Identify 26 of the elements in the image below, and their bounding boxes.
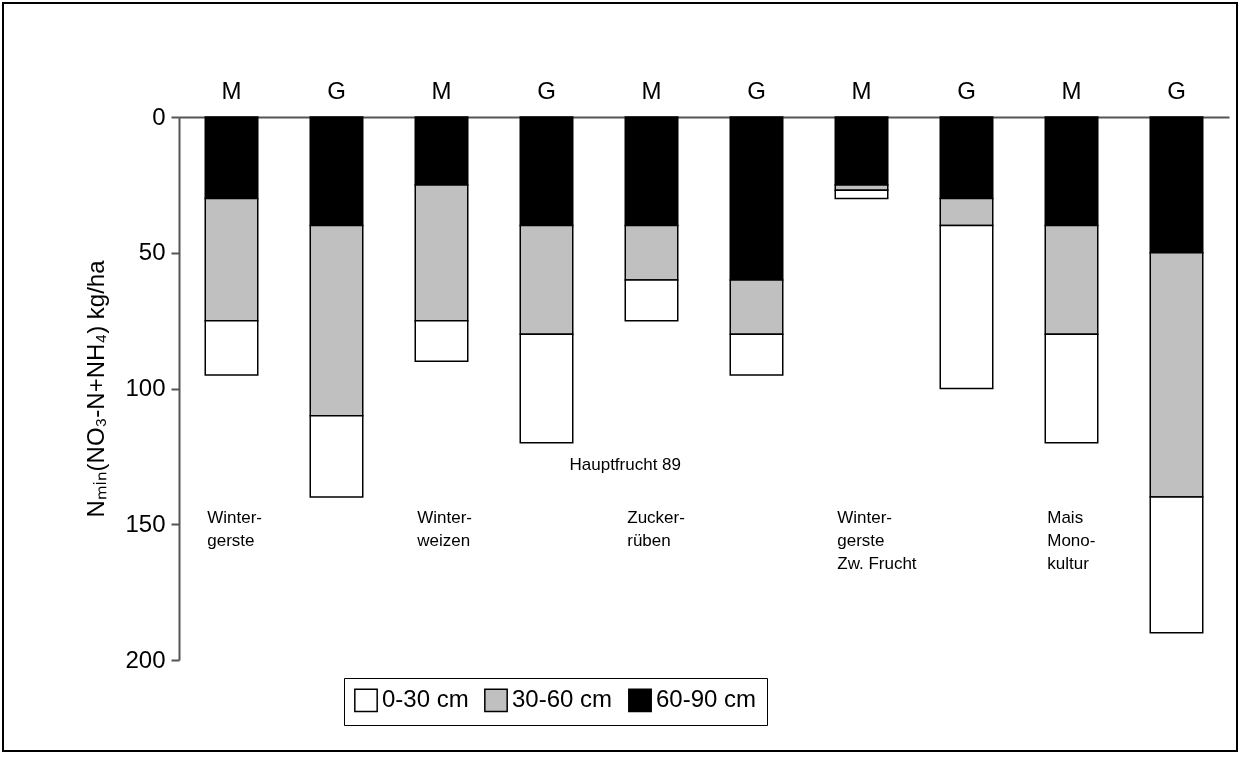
y-tick-label: 200: [125, 645, 166, 673]
x-tick-label: G: [747, 76, 766, 104]
x-tick-label: G: [1167, 76, 1186, 104]
x-tick-label: G: [327, 76, 346, 104]
annotation: Hauptfrucht 89: [569, 455, 682, 474]
x-tick-label: M: [851, 76, 872, 104]
x-tick-label: M: [221, 76, 242, 104]
x-tick-label: G: [957, 76, 976, 104]
x-tick-label: M: [641, 76, 662, 104]
legend-label: 30-60 cm: [512, 685, 613, 713]
annotation: Winter- gerste: [207, 508, 263, 550]
legend-label: 0-30 cm: [382, 685, 469, 713]
y-tick-label: 0: [152, 102, 166, 130]
y-axis-title: Nₘᵢₙ(NO₃-N+NH₄) kg/ha: [82, 259, 110, 518]
annotation: Zucker- rüben: [627, 508, 685, 550]
y-tick-label: 150: [125, 509, 166, 537]
x-tick-label: M: [1061, 76, 1082, 104]
x-tick-label: M: [431, 76, 452, 104]
y-tick-label: 50: [138, 238, 166, 266]
annotation: Winter- gerste Zw. Frucht: [837, 508, 917, 573]
y-tick-label: 100: [125, 374, 166, 401]
bar: [834, 116, 889, 186]
x-tick-label: G: [537, 76, 556, 104]
annotation: Winter- weizen: [416, 508, 473, 550]
annotation: Mais Mono- kultur: [1047, 508, 1096, 573]
legend-label: 60-90 cm: [656, 685, 757, 713]
